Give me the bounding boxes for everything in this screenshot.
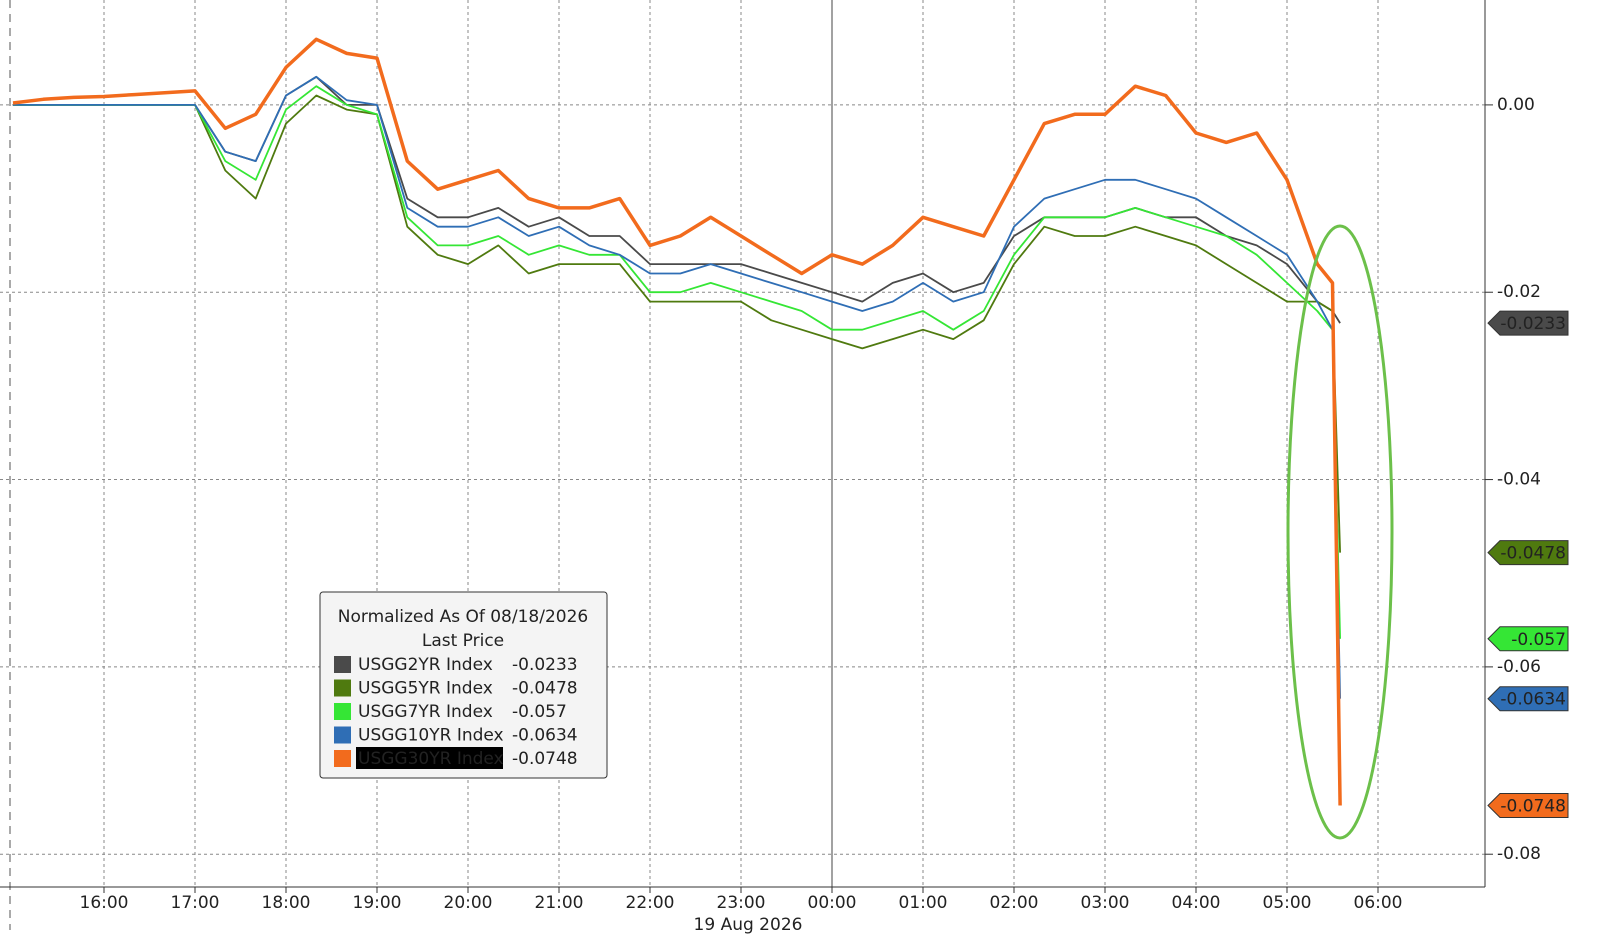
x-tick-label: 23:00 — [717, 893, 766, 913]
legend-value: -0.0634 — [512, 726, 578, 746]
x-tick-label: 02:00 — [990, 893, 1039, 913]
last-value-label: -0.0478 — [1500, 544, 1566, 564]
x-tick-label: 06:00 — [1354, 893, 1403, 913]
x-tick-label: 18:00 — [262, 893, 311, 913]
series-line — [13, 75, 1341, 699]
legend-swatch — [334, 726, 351, 744]
last-value-label: -0.0634 — [1500, 690, 1566, 710]
x-tick-label: 03:00 — [1081, 893, 1130, 913]
legend-value: -0.0233 — [512, 655, 578, 675]
x-axis-label: 19 Aug 2026 — [694, 915, 803, 935]
y-tick-label: -0.04 — [1497, 470, 1541, 490]
legend-subtitle: Last Price — [422, 631, 504, 651]
last-value-label: -0.0233 — [1500, 314, 1566, 334]
legend-name: USGG30YR Index — [358, 749, 504, 769]
legend-box — [319, 591, 608, 779]
x-tick-label: 00:00 — [808, 893, 857, 913]
last-value-tag — [1487, 310, 1569, 336]
last-value-tag — [1487, 626, 1569, 652]
y-tick-label: -0.02 — [1497, 282, 1541, 302]
axes: 16:00 17:00 18:00 19:00 20:00 21:00 22:00 23:00… — [80, 95, 1542, 913]
last-value-tag — [1487, 686, 1569, 712]
x-tick-label: 05:00 — [1263, 893, 1312, 913]
last-value-tag — [1487, 540, 1569, 566]
series-line — [13, 85, 1341, 639]
series-line — [12, 37, 1342, 806]
x-tick-label: 21:00 — [535, 893, 584, 913]
x-tick-label: 22:00 — [626, 893, 675, 913]
series-line — [13, 94, 1341, 553]
legend-title: Normalized As Of 08/18/2026 — [338, 607, 588, 627]
legend-name: USGG10YR Index — [358, 726, 504, 746]
x-tick-label: 17:00 — [171, 893, 220, 913]
legend-value: -0.0748 — [512, 749, 578, 769]
x-tick-label: 19:00 — [353, 893, 402, 913]
legend-name: USGG2YR Index — [358, 655, 493, 675]
x-tick-label: 04:00 — [1172, 893, 1221, 913]
y-tick-label: -0.08 — [1497, 844, 1541, 864]
legend-swatch — [334, 703, 351, 720]
legend-value: -0.057 — [512, 702, 567, 722]
last-value-tag — [1487, 793, 1569, 819]
legend-swatch — [334, 656, 351, 673]
legend-name: USGG5YR Index — [358, 679, 493, 699]
y-tick-label: -0.06 — [1497, 657, 1541, 677]
legend-swatch — [334, 750, 351, 767]
legend-name: USGG7YR Index — [358, 702, 493, 722]
x-tick-label: 01:00 — [899, 893, 948, 913]
x-tick-label: 20:00 — [444, 893, 493, 913]
y-tick-label: 0.00 — [1497, 95, 1535, 115]
x-tick-label: 16:00 — [80, 893, 129, 913]
highlight-ellipse — [1286, 224, 1394, 840]
legend-highlight — [356, 747, 503, 769]
last-value-label: -0.057 — [1511, 630, 1566, 650]
legend: Normalized As Of 08/18/2026 Last Price U… — [319, 591, 608, 779]
legend-swatch — [334, 679, 351, 697]
last-value-tags: -0.0233 -0.0478 -0.057 -0.0634 -0.0748 — [1487, 310, 1569, 819]
legend-value: -0.0478 — [512, 679, 578, 699]
plot — [12, 37, 1342, 806]
last-value-label: -0.0748 — [1500, 797, 1566, 817]
